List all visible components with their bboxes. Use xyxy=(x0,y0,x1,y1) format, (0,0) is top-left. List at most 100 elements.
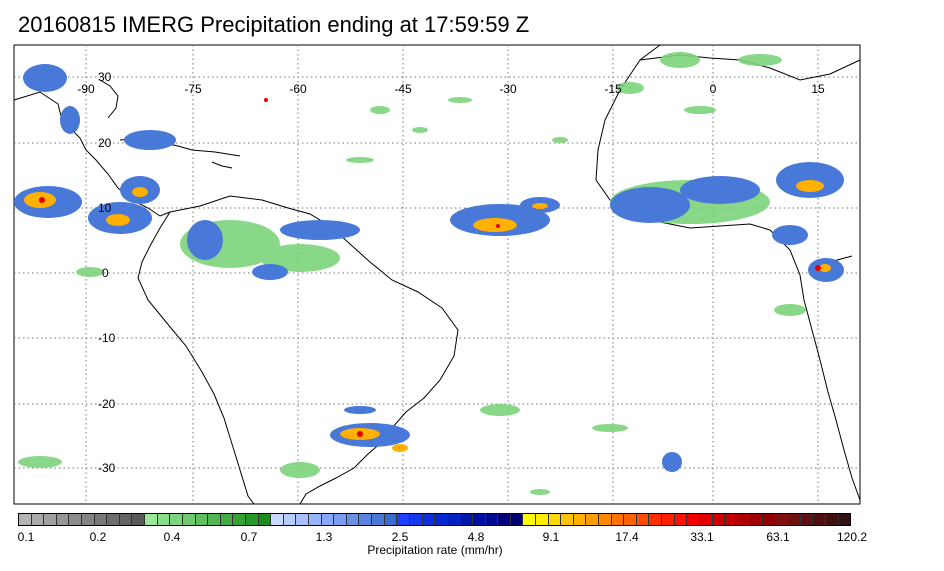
colorbar-cell xyxy=(145,514,158,525)
lon-label: -60 xyxy=(289,82,307,96)
map-frame xyxy=(13,44,861,505)
colorbar-cell xyxy=(245,514,259,525)
graticule xyxy=(14,45,860,504)
colorbar-cell xyxy=(535,514,549,525)
colorbar-cell xyxy=(233,514,246,525)
colorbar-cell xyxy=(649,514,663,525)
colorbar-cell xyxy=(510,514,524,525)
colorbar-cell xyxy=(309,514,322,525)
colorbar-cell xyxy=(346,514,360,525)
colorbar-cell xyxy=(485,514,499,525)
colorbar-cell xyxy=(422,514,436,525)
colorbar-cell xyxy=(573,514,587,525)
colorbar-cell xyxy=(750,514,763,525)
colorbar-cell xyxy=(220,514,234,525)
colorbar-cell xyxy=(435,514,448,525)
colorbar-tick-label: 33.1 xyxy=(690,530,714,544)
colorbar-tick-label: 9.1 xyxy=(542,530,560,544)
colorbar-cell xyxy=(674,514,688,525)
lon-label: -30 xyxy=(499,82,517,96)
lat-label: 20 xyxy=(98,136,112,150)
lon-label: -45 xyxy=(394,82,412,96)
colorbar-cell xyxy=(208,514,221,525)
colorbar-tick-label: 2.5 xyxy=(391,530,409,544)
colorbar-cell xyxy=(296,514,310,525)
lat-label: -10 xyxy=(98,331,116,345)
coastlines xyxy=(13,44,861,505)
colorbar-cell xyxy=(359,514,373,525)
colorbar-cell xyxy=(107,514,120,525)
colorbar-cell xyxy=(82,514,95,525)
lat-label: -20 xyxy=(98,397,116,411)
colorbar-cell xyxy=(813,514,826,525)
lon-label: 15 xyxy=(811,82,825,96)
colorbar-cell xyxy=(157,514,171,525)
colorbar-tick-label: 63.1 xyxy=(766,530,790,544)
colorbar xyxy=(18,513,851,526)
colorbar-cell xyxy=(586,514,600,525)
lat-label: 0 xyxy=(102,266,109,280)
lat-label: 10 xyxy=(98,201,112,215)
latitude-labels: 30 20 10 0 -10 -20 -30 xyxy=(98,70,116,475)
colorbar-cell xyxy=(788,514,801,525)
map-title: 20160815 IMERG Precipitation ending at 1… xyxy=(18,12,530,37)
colorbar-cell xyxy=(725,514,738,525)
colorbar-cell xyxy=(523,514,536,525)
colorbar-title: Precipitation rate (mm/hr) xyxy=(367,543,503,557)
colorbar-cell xyxy=(69,514,83,525)
colorbar-cell xyxy=(624,514,637,525)
precip-intense xyxy=(39,98,821,437)
colorbar-cell xyxy=(762,514,776,525)
colorbar-tick-label: 1.3 xyxy=(315,530,333,544)
colorbar-tick-label: 0.1 xyxy=(17,530,35,544)
colorbar-cell xyxy=(775,514,789,525)
colorbar-cell xyxy=(258,514,272,525)
colorbar-cell xyxy=(119,514,133,525)
colorbar-cell xyxy=(372,514,385,525)
lat-label: -30 xyxy=(98,461,116,475)
colorbar-cell xyxy=(31,514,45,525)
precip-heavy xyxy=(24,180,831,452)
colorbar-cell xyxy=(498,514,511,525)
colorbar-cell xyxy=(19,514,32,525)
colorbar-cell xyxy=(599,514,612,525)
colorbar-cell xyxy=(561,514,574,525)
colorbar-cell xyxy=(271,514,284,525)
lon-label: -15 xyxy=(604,82,622,96)
colorbar-cell xyxy=(460,514,473,525)
colorbar-cell xyxy=(699,514,713,525)
lon-label: -75 xyxy=(184,82,202,96)
colorbar-cell xyxy=(409,514,423,525)
lat-label: 30 xyxy=(98,70,112,84)
lon-label: -90 xyxy=(77,82,95,96)
colorbar-cell xyxy=(384,514,398,525)
colorbar-cell xyxy=(94,514,108,525)
colorbar-cell xyxy=(826,514,839,525)
colorbar-cell xyxy=(687,514,700,525)
colorbar-cell xyxy=(838,514,851,525)
longitude-labels: -90 -75 -60 -45 -30 -15 0 15 xyxy=(77,82,825,96)
colorbar-cell xyxy=(611,514,625,525)
colorbar-cell xyxy=(334,514,347,525)
colorbar-cell xyxy=(397,514,410,525)
colorbar-tick-label: 0.7 xyxy=(240,530,258,544)
colorbar-cell xyxy=(321,514,335,525)
colorbar-cell xyxy=(800,514,814,525)
colorbar-cell xyxy=(472,514,486,525)
colorbar-cell xyxy=(56,514,70,525)
colorbar-tick-label: 0.4 xyxy=(163,530,181,544)
colorbar-tick-label: 120.2 xyxy=(836,530,868,544)
colorbar-cell xyxy=(712,514,726,525)
colorbar-cell xyxy=(636,514,650,525)
colorbar-tick-label: 17.4 xyxy=(615,530,639,544)
colorbar-cell xyxy=(182,514,196,525)
colorbar-cell xyxy=(447,514,461,525)
colorbar-tick-label: 4.8 xyxy=(467,530,485,544)
colorbar-cell xyxy=(737,514,751,525)
colorbar-cell xyxy=(170,514,183,525)
lon-label: 0 xyxy=(710,82,717,96)
colorbar-cell xyxy=(283,514,297,525)
colorbar-cell xyxy=(662,514,675,525)
colorbar-cell xyxy=(44,514,57,525)
